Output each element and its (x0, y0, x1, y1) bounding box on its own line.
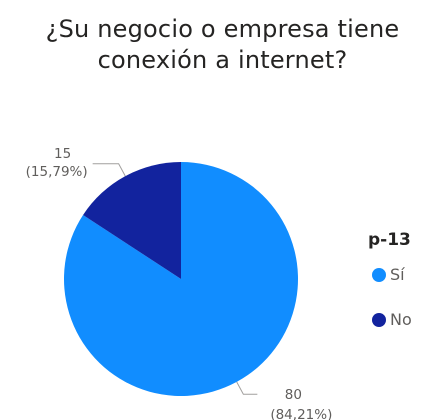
data-label-value-si: 80 (285, 387, 302, 403)
legend-item-no[interactable]: No (372, 310, 412, 329)
data-label-value-no: 15 (54, 146, 71, 162)
data-label-percent-si: (84,21%) (270, 407, 332, 420)
chart-title: ¿Su negocio o empresa tiene conexión a i… (0, 14, 445, 76)
legend-item-si[interactable]: Sí (372, 265, 405, 284)
leader-line-si (236, 381, 258, 395)
legend-marker-si (372, 267, 386, 282)
data-label-percent-no: (15,79%) (26, 164, 88, 180)
legend-marker-no (372, 312, 386, 327)
chart-title-line-1: ¿Su negocio o empresa tiene (45, 15, 400, 43)
pie-slice-si[interactable] (64, 162, 299, 396)
leader-line-no (92, 163, 126, 177)
pie-slice-no[interactable] (83, 162, 181, 279)
pie-slices (64, 162, 299, 396)
legend-label-si: Sí (390, 265, 405, 284)
leader-lines (92, 163, 258, 395)
data-labels: 80 (84,21%) 15 (15,79%) (26, 146, 333, 420)
legend-title: p-13 (368, 230, 411, 250)
chart-title-line-2: conexión a internet? (97, 46, 348, 74)
legend-label-no: No (390, 310, 412, 329)
